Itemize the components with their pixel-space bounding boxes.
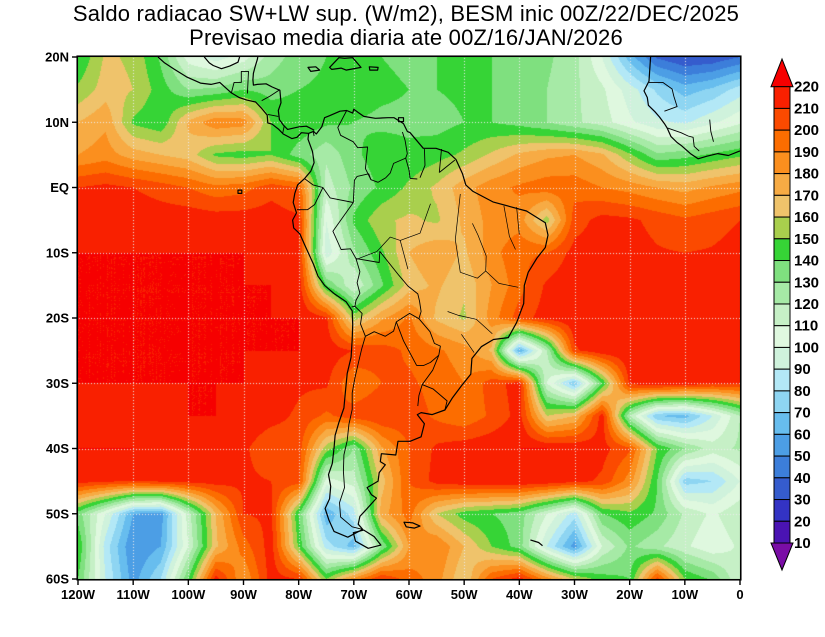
y-axis-tick-label: 10S <box>46 245 69 260</box>
colorbar-tick-label: 80 <box>794 383 811 400</box>
colorbar-tick-label: 120 <box>794 296 819 313</box>
colorbar-segment <box>773 260 791 283</box>
y-axis-tick-label: 50S <box>46 506 69 521</box>
x-axis-tick-label: 60W <box>396 587 423 602</box>
x-axis-tick-label: 50W <box>451 587 478 602</box>
x-axis-tick-label: 90W <box>230 587 257 602</box>
x-axis-tick-label: 40W <box>506 587 533 602</box>
colorbar-segment <box>773 107 791 131</box>
colorbar-tick-label: 60 <box>794 426 811 443</box>
colorbar-segment <box>773 194 791 218</box>
colorbar-segment <box>773 129 791 153</box>
colorbar-tick-label: 50 <box>794 448 811 465</box>
colorbar-tick-label: 170 <box>794 187 819 204</box>
colorbar-segment <box>773 477 791 501</box>
colorbar-tick-label: 200 <box>794 122 819 139</box>
colorbar-tick-label: 10 <box>794 535 811 552</box>
y-axis-tick-label: 40S <box>46 441 69 456</box>
radiation-field-canvas <box>78 57 740 579</box>
colorbar-segment <box>773 412 791 435</box>
colorbar-tick-label: 130 <box>794 274 819 291</box>
colorbar-tick-label: 160 <box>794 209 819 226</box>
colorbar-segment <box>773 86 791 109</box>
figure-title-line2: Previsao media diaria ate 00Z/16/JAN/202… <box>189 25 623 50</box>
colorbar-segment <box>773 433 791 457</box>
colorbar-segment <box>773 346 791 370</box>
colorbar-segment <box>773 325 791 348</box>
colorbar-tick-label: 110 <box>794 318 818 335</box>
colorbar-tick-label: 30 <box>794 492 811 509</box>
colorbar-segment <box>773 499 791 522</box>
y-axis-tick-label: 60S <box>46 572 69 587</box>
colorbar-tick-label: 70 <box>794 405 811 422</box>
colorbar-tick-label: 180 <box>794 166 819 183</box>
x-axis-tick-label: 100W <box>171 587 206 602</box>
colorbar-over-arrow <box>770 57 794 88</box>
colorbar-segment <box>773 303 791 327</box>
colorbar-tick-label: 40 <box>794 470 811 487</box>
colorbar-segment <box>773 281 791 305</box>
colorbar-tick-label: 90 <box>794 361 811 378</box>
x-axis-tick-label: 10W <box>671 587 698 602</box>
y-axis-tick-label: EQ <box>50 180 69 195</box>
colorbar-tick-label: 220 <box>794 79 819 96</box>
x-axis-tick-label: 70W <box>340 587 367 602</box>
colorbar-tick-label: 190 <box>794 144 819 161</box>
x-axis-tick-label: 30W <box>561 587 588 602</box>
colorbar-segment <box>773 151 791 175</box>
colorbar-segment <box>773 173 791 196</box>
colorbar-segment <box>773 238 791 262</box>
colorbar-tick-label: 140 <box>794 253 819 270</box>
colorbar-segment <box>773 368 791 392</box>
y-axis-tick-label: 20N <box>45 50 69 65</box>
colorbar-tick-label: 100 <box>794 339 819 356</box>
colorbar-under-arrow <box>770 542 794 572</box>
colorbar-tick-label: 210 <box>794 100 819 117</box>
y-axis-tick-label: 10N <box>45 115 69 130</box>
x-axis-tick-label: 0 <box>736 587 743 602</box>
x-axis-tick-label: 20W <box>616 587 643 602</box>
colorbar-segment <box>773 216 791 240</box>
x-axis-tick-label: 80W <box>285 587 312 602</box>
colorbar-segment <box>773 390 791 414</box>
y-axis-tick-label: 30S <box>46 376 69 391</box>
figure-title-line1: Saldo radiacao SW+LW sup. (W/m2), BESM i… <box>72 1 740 26</box>
colorbar-segment <box>773 520 791 544</box>
x-axis-tick-label: 120W <box>61 587 96 602</box>
colorbar-tick-label: 20 <box>794 513 811 530</box>
x-axis-tick-label: 110W <box>117 587 151 602</box>
y-axis-tick-label: 20S <box>46 311 69 326</box>
colorbar-segment <box>773 455 791 479</box>
colorbar-tick-label: 150 <box>794 231 819 248</box>
